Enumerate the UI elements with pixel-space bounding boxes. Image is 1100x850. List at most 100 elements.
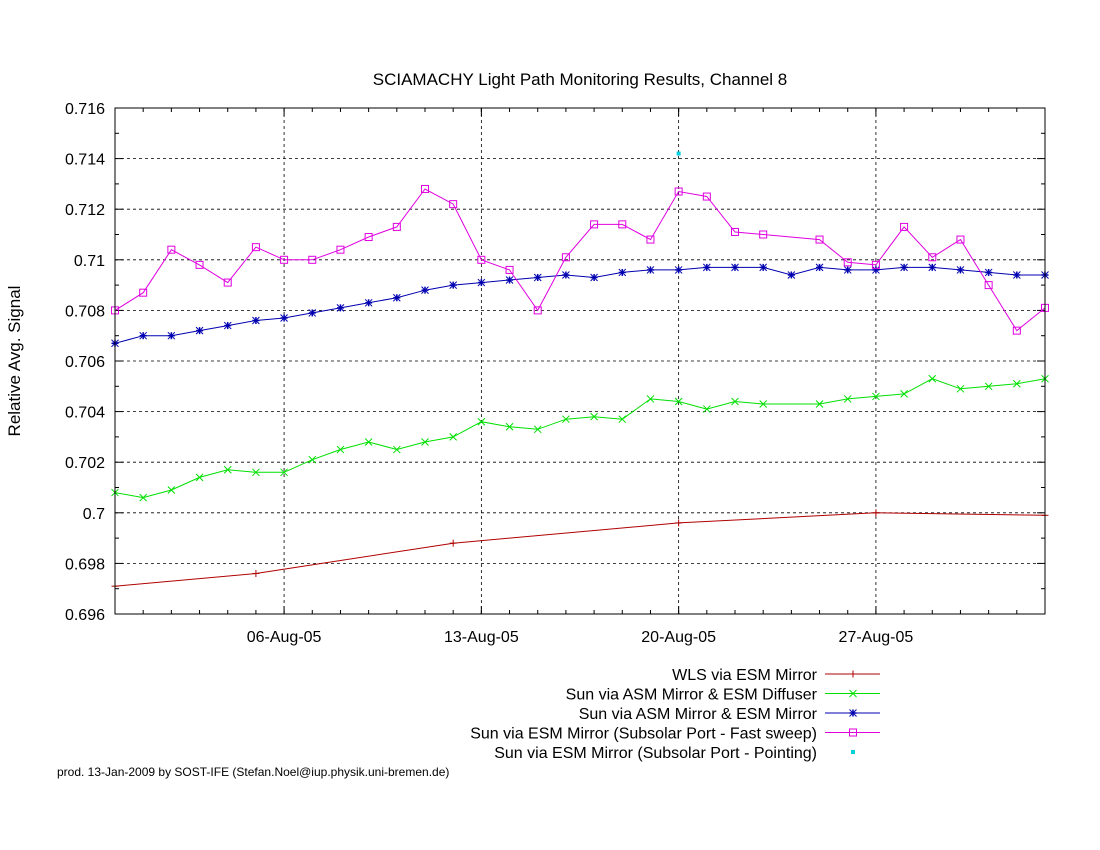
series-line <box>114 266 1045 344</box>
y-tick-label: 0.706 <box>65 354 105 371</box>
legend-label: Sun via ASM Mirror & ESM Mirror <box>579 706 818 723</box>
data-point <box>984 268 993 277</box>
data-point <box>167 331 176 340</box>
y-tick-label: 0.696 <box>65 607 105 624</box>
data-point <box>956 266 965 274</box>
data-point <box>421 286 429 295</box>
data-point <box>449 433 458 441</box>
data-point <box>223 278 232 287</box>
data-point <box>815 235 824 244</box>
data-point <box>815 400 824 408</box>
data-point <box>505 422 514 431</box>
data-point <box>195 326 204 335</box>
y-tick-label: 0.714 <box>65 152 105 169</box>
data-point <box>280 255 289 264</box>
y-tick-label: 0.708 <box>65 303 105 320</box>
data-point <box>849 670 857 678</box>
data-point <box>449 539 457 547</box>
data-point <box>618 415 627 424</box>
data-point <box>139 331 148 340</box>
data-point <box>646 395 655 403</box>
data-point <box>872 392 880 401</box>
data-point <box>956 235 965 244</box>
series-0 <box>111 509 1049 590</box>
data-point <box>984 382 993 391</box>
data-point <box>195 260 204 269</box>
data-point <box>851 750 855 754</box>
y-tick-label: 0.702 <box>65 455 105 472</box>
data-point <box>392 222 401 231</box>
data-point <box>900 222 909 231</box>
data-point <box>872 266 880 274</box>
data-point <box>336 245 345 254</box>
data-point <box>843 258 852 267</box>
data-point <box>731 263 739 272</box>
data-point <box>167 245 176 254</box>
data-point <box>223 465 232 474</box>
data-point <box>590 220 599 229</box>
data-point <box>421 438 429 446</box>
data-point <box>984 281 993 290</box>
legend-label: Sun via ESM Mirror (Subsolar Port - Fast… <box>470 726 817 743</box>
data-point <box>533 306 542 315</box>
data-point <box>731 397 739 406</box>
data-point <box>702 263 711 272</box>
data-point <box>928 253 937 262</box>
plot-frame <box>114 107 1046 615</box>
data-point <box>533 273 542 282</box>
data-point <box>1012 379 1021 388</box>
data-point <box>280 468 288 477</box>
data-point <box>477 417 486 426</box>
data-point <box>872 509 880 517</box>
data-point <box>252 570 260 578</box>
y-tick-label: 0.71 <box>74 253 105 270</box>
data-point <box>646 235 655 244</box>
series-4 <box>676 151 681 156</box>
axis-ticks: 0.696 0.698 0.7 0.702 0.704 0.706 0.708 0.71 0.7… <box>65 101 1046 646</box>
data-point <box>364 438 373 446</box>
data-point <box>618 268 627 277</box>
data-point <box>336 445 345 454</box>
grid <box>115 108 1045 614</box>
y-axis-label: Relative Avg. Signal <box>5 286 24 437</box>
data-point <box>900 263 908 272</box>
data-point <box>392 445 401 454</box>
data-point <box>364 233 373 242</box>
data-point <box>505 276 514 284</box>
chart-title: SCIAMACHY Light Path Monitoring Results,… <box>373 70 788 89</box>
data-point <box>251 243 260 252</box>
data-point <box>308 255 317 264</box>
series-line <box>114 512 1046 587</box>
data-point <box>167 486 176 494</box>
data-point <box>1012 271 1021 279</box>
legend-label: Sun via ASM Mirror & ESM Diffuser <box>566 687 818 704</box>
data-point <box>421 184 429 193</box>
y-tick-label: 0.698 <box>65 556 105 573</box>
data-point <box>477 255 486 264</box>
y-tick-label: 0.716 <box>65 101 105 118</box>
x-tick-label: 13-Aug-05 <box>444 629 519 646</box>
y-tick-label: 0.7 <box>83 506 105 523</box>
data-point <box>618 220 627 229</box>
y-tick-label: 0.704 <box>65 405 105 422</box>
data-point <box>139 493 148 502</box>
series-line <box>114 188 1046 332</box>
data-point <box>533 425 542 434</box>
data-point <box>195 473 204 482</box>
data-point <box>675 519 683 527</box>
y-tick-label: 0.712 <box>65 202 105 219</box>
data-point <box>815 263 824 272</box>
data-point <box>505 265 514 274</box>
data-point <box>477 278 486 287</box>
data-point <box>674 397 683 406</box>
legend-label: Sun via ESM Mirror (Subsolar Port - Poin… <box>494 745 817 762</box>
data-point <box>336 304 345 312</box>
data-point <box>252 316 260 325</box>
legend: WLS via ESM Mirror Sun via ASM Mirror & E… <box>470 667 880 762</box>
data-point <box>674 187 683 196</box>
data-point <box>139 288 148 297</box>
data-point <box>849 689 857 698</box>
data-point <box>871 260 880 269</box>
data-point <box>308 455 317 464</box>
data-point <box>702 192 711 201</box>
